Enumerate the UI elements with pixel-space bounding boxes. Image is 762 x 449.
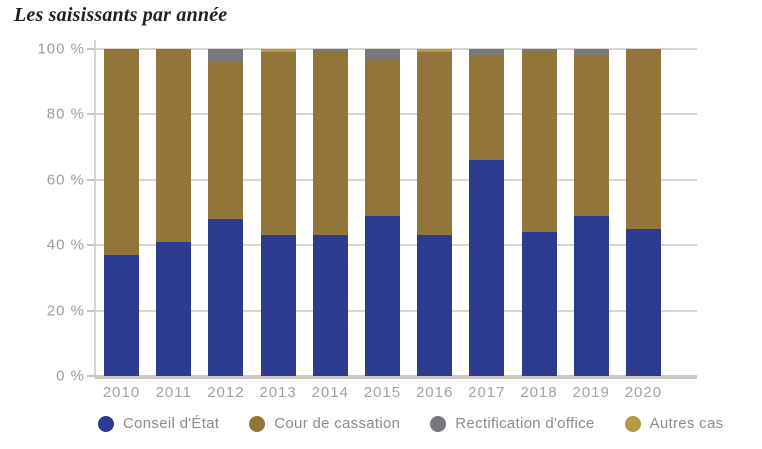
bar-2010: [104, 49, 139, 376]
x-axis-label-2012: 2012: [207, 384, 245, 401]
bar-segment-2016-conseil-d-tat: [417, 235, 453, 376]
x-axis-labels: 2010 2011 2012 2013 2014 2015 2016 2017 2018 2019…: [95, 384, 697, 401]
legend-item-cour-de-cassation: Cour de cassation: [249, 415, 400, 432]
x-axis-label-2020: 2020: [624, 384, 663, 401]
x-axis-label-2018: 2018: [520, 384, 558, 401]
y-axis-label-100: 100 %: [37, 40, 85, 58]
bar-segment-2014-cour-de-cassation: [312, 52, 348, 236]
bar-segment-2013-autres-cas: [260, 49, 296, 53]
bar-segment-2018-cour-de-cassation: [521, 52, 557, 233]
y-axis-label-40: 40 %: [46, 236, 85, 254]
bar-segment-2014-conseil-d-tat: [312, 235, 348, 376]
bar-segment-2012-cour-de-cassation: [208, 62, 244, 220]
bar-segment-2015-conseil-d-tat: [364, 215, 400, 376]
bar-2018: [521, 49, 557, 376]
x-axis-label-2014: 2014: [311, 384, 349, 401]
x-axis-label-2019: 2019: [572, 384, 610, 401]
bar-segment-2016-cour-de-cassation: [417, 52, 453, 236]
x-axis-label-2015: 2015: [363, 384, 402, 401]
x-axis-label-2010: 2010: [102, 384, 141, 401]
legend-item-conseil-d-tat: Conseil d'État: [98, 415, 219, 432]
bar-segment-2010-cour-de-cassation: [104, 49, 139, 256]
bar-2012: [208, 49, 244, 376]
y-tick-mark-0: [87, 375, 95, 377]
legend-item-autres-cas: Autres cas: [624, 415, 724, 432]
y-tick-mark-40: [87, 244, 95, 247]
x-axis-label-2017: 2017: [468, 384, 506, 401]
bar-segment-2015-cour-de-cassation: [364, 58, 400, 216]
bar-segment-2019-cour-de-cassation: [573, 55, 609, 216]
legend-dot-icon: [430, 415, 447, 432]
bar-segment-2019-rectification-d-office: [573, 49, 609, 56]
bar-segment-2018-rectification-d-office: [521, 49, 557, 53]
bar-segment-2017-cour-de-cassation: [469, 55, 505, 161]
bar-segment-2014-rectification-d-office: [312, 49, 348, 53]
y-axis-label-20: 20 %: [46, 302, 85, 320]
bar-segment-2017-rectification-d-office: [469, 49, 505, 56]
legend-item-rectification-d-office: Rectification d'office: [430, 415, 594, 432]
legend-dot-icon: [624, 415, 641, 432]
bar-segment-2011-conseil-d-tat: [156, 241, 192, 376]
y-tick-mark-60: [87, 178, 95, 181]
bar-2011: [156, 49, 192, 376]
gridline-100: [95, 48, 697, 50]
bar-segment-2020-conseil-d-tat: [625, 228, 661, 376]
bar-2020: [625, 49, 661, 376]
chart-plot-area: 100 % 80 % 60 % 40 % 20 % 0 %: [37, 41, 697, 385]
bar-segment-2019-conseil-d-tat: [573, 215, 609, 376]
x-axis-label-2011: 2011: [155, 384, 192, 401]
legend-label: Rectification d'office: [455, 415, 595, 432]
bar-2017: [469, 49, 505, 376]
bar-2015: [364, 49, 400, 376]
bar-2016: [417, 49, 453, 376]
bar-segment-2017-conseil-d-tat: [469, 160, 505, 376]
chart-legend: Conseil d'État Cour de cassation Rectifica…: [98, 415, 723, 432]
y-axis-label-80: 80 %: [46, 105, 85, 123]
bar-segment-2012-rectification-d-office: [208, 49, 244, 63]
bar-segment-2013-conseil-d-tat: [260, 235, 296, 376]
y-tick-mark-20: [87, 309, 95, 312]
bar-segment-2011-cour-de-cassation: [156, 49, 192, 242]
legend-label: Autres cas: [649, 415, 724, 432]
legend-dot-icon: [249, 415, 266, 432]
y-axis-line: [94, 40, 96, 378]
bar-segment-2018-conseil-d-tat: [521, 232, 557, 376]
bar-segment-2013-cour-de-cassation: [260, 52, 296, 236]
legend-dot-icon: [98, 415, 114, 432]
bar-segment-2016-autres-cas: [417, 49, 453, 53]
chart-title: Les saisissants par année: [14, 4, 228, 26]
x-axis-label-2016: 2016: [415, 384, 454, 401]
legend-label: Cour de cassation: [274, 415, 401, 432]
y-tick-mark-80: [87, 113, 95, 116]
bar-2019: [573, 49, 609, 376]
bars-row: [95, 49, 697, 376]
x-axis-label-2013: 2013: [259, 384, 297, 401]
bar-2013: [260, 49, 296, 376]
bar-segment-2020-cour-de-cassation: [625, 49, 661, 229]
bar-segment-2012-conseil-d-tat: [208, 219, 244, 376]
y-axis-label-0: 0 %: [56, 367, 85, 385]
gridline-0: [95, 375, 697, 379]
y-axis-label-60: 60 %: [46, 171, 85, 189]
legend-label: Conseil d'État: [123, 415, 220, 432]
bar-2014: [312, 49, 348, 376]
bar-segment-2010-conseil-d-tat: [104, 255, 139, 376]
y-tick-mark-100: [87, 48, 95, 50]
bar-segment-2015-rectification-d-office: [364, 49, 400, 59]
